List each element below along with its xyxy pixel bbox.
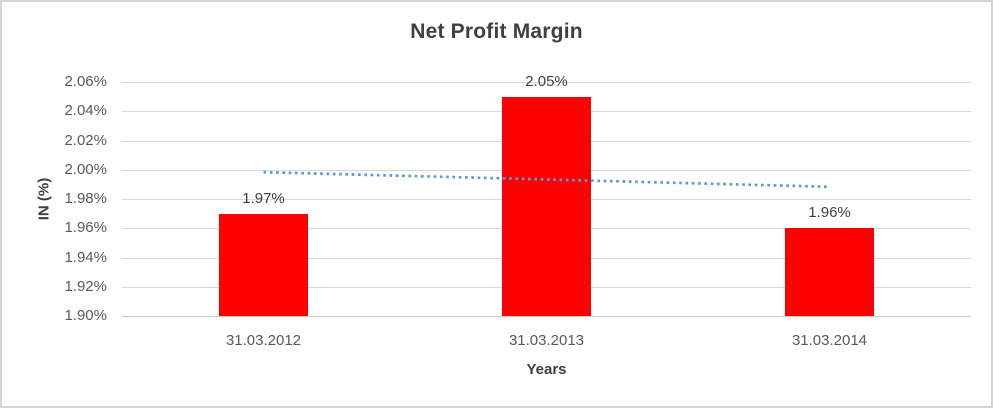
bar-31.03.2014: [785, 228, 874, 316]
y-tick-label: 2.00%: [64, 160, 107, 178]
x-axis-line: [122, 316, 971, 317]
y-tick-label: 1.90%: [64, 307, 107, 324]
y-tick-label: 2.04%: [64, 102, 107, 120]
x-tick-label: 31.03.2012: [225, 332, 302, 349]
chart-title: Net Profit Margin: [410, 20, 583, 43]
bar-31.03.2012: [219, 213, 308, 316]
trendline-dotted: [263, 170, 830, 189]
y-tick-label: 1.98%: [64, 190, 107, 207]
plot-area: 1.97% 2.05% 1.96%: [122, 73, 971, 317]
bar-31.03.2013: [502, 96, 591, 316]
y-tick-label: 1.92%: [64, 277, 107, 295]
trendline: [263, 170, 830, 189]
bar-data-label: 1.96%: [808, 204, 851, 222]
x-axis-title: Years: [526, 361, 567, 378]
gridline: [122, 82, 971, 83]
y-tick-label: 2.02%: [64, 131, 107, 149]
bar-data-label: 1.97%: [242, 189, 285, 207]
bar-data-label: 2.05%: [525, 72, 568, 90]
y-tick-label: 2.06%: [64, 73, 107, 90]
x-tick-label: 31.03.2013: [508, 332, 585, 349]
x-tick-label: 31.03.2014: [791, 332, 868, 349]
y-tick-label: 1.94%: [64, 248, 107, 266]
y-tick-label: 1.96%: [64, 219, 107, 237]
